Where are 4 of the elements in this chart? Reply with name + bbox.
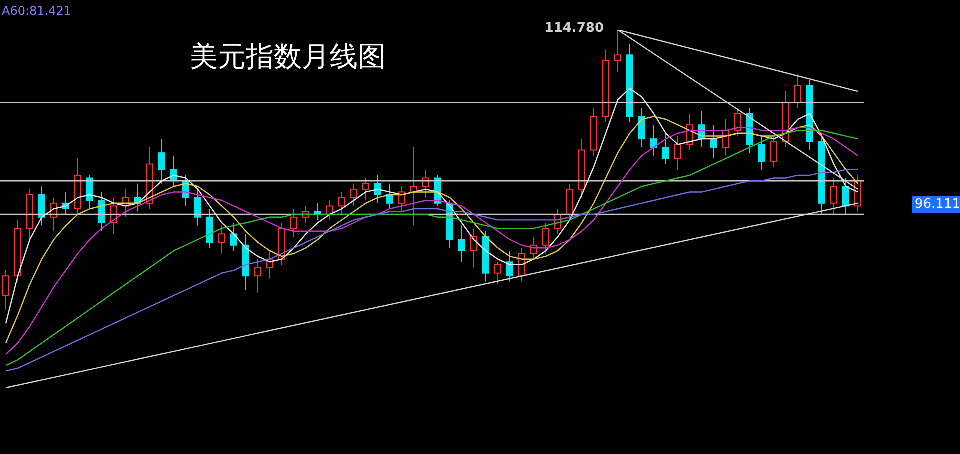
text: 96.111: [912, 196, 960, 213]
text: A60:81.421: [2, 4, 72, 18]
chart-title: 美元指数月线图: [190, 39, 386, 75]
annotation: 114.780: [544, 21, 604, 36]
